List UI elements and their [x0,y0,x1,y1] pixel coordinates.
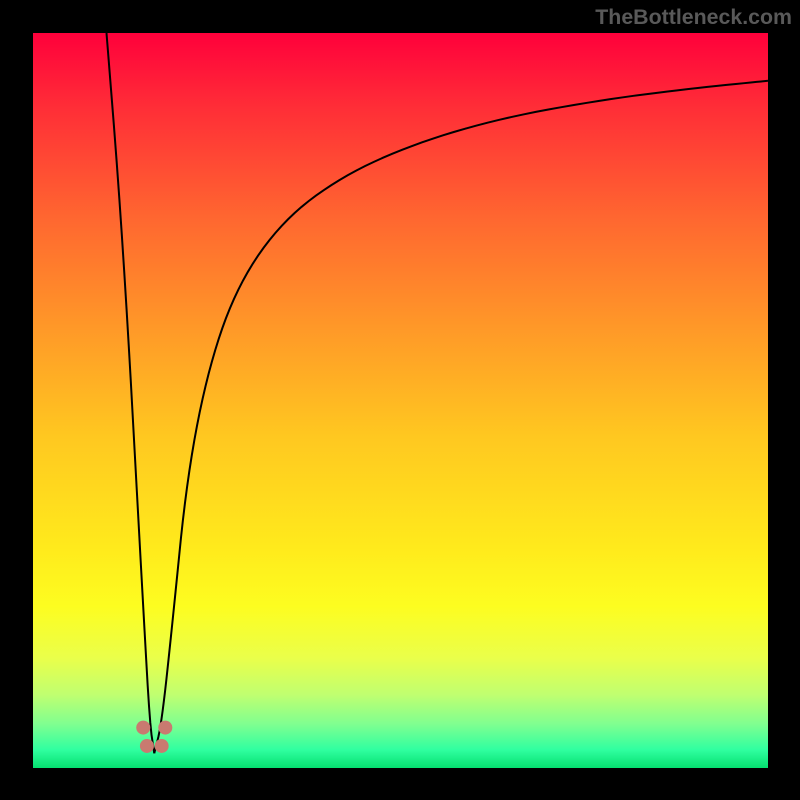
bottleneck-curve-left-branch [107,33,155,753]
bottleneck-curve-right-branch [154,81,768,754]
watermark-text: TheBottleneck.com [595,5,792,30]
plot-area [33,33,768,768]
endpoint-marker [155,739,169,753]
endpoint-marker [136,721,150,735]
chart-container: TheBottleneck.com [0,0,800,800]
endpoint-marker [158,721,172,735]
curve-layer [33,33,768,768]
endpoint-marker [140,739,154,753]
